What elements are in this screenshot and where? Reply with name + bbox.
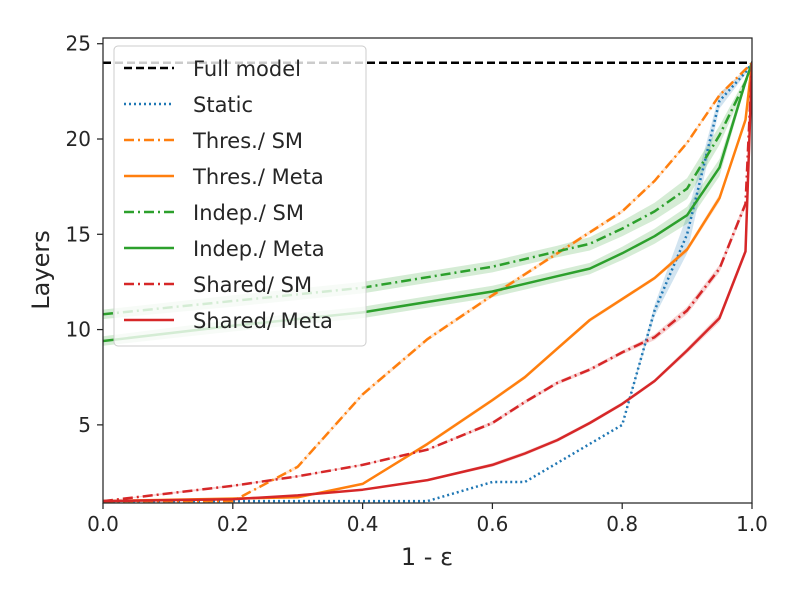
legend-label-indep-meta: Indep./ Meta	[193, 237, 325, 261]
legend-label-static: Static	[193, 93, 253, 117]
y-tick-label: 20	[66, 127, 91, 151]
x-tick-label: 0.8	[606, 512, 638, 536]
series-line-thres-sm	[103, 61, 752, 503]
y-tick-label: 15	[66, 222, 91, 246]
x-axis-label: 1 - ε	[401, 543, 453, 571]
series-line-shared-meta	[103, 62, 752, 503]
legend-label-thres-meta: Thres./ Meta	[192, 165, 324, 189]
y-tick-label: 5	[78, 413, 91, 437]
y-tick-label: 10	[66, 318, 91, 342]
y-axis-label: Layers	[27, 230, 55, 309]
plot-frame	[102, 37, 753, 504]
legend-box	[113, 45, 367, 347]
series-line-shared-sm	[103, 62, 752, 503]
x-tick-label: 0.4	[347, 512, 379, 536]
x-tick-label: 1.0	[736, 512, 768, 536]
y-tick-label: 25	[66, 32, 91, 56]
x-tick-label: 0.6	[476, 512, 508, 536]
legend: Full model Static Thres./ SM Thres./ Meta In…	[113, 45, 367, 347]
x-axis-ticks: 0.0 0.2 0.4 0.6 0.8 1.0	[87, 503, 768, 536]
y-axis-ticks: 5 10 15 20 25	[66, 32, 103, 437]
series-line-thres-meta	[103, 62, 752, 503]
x-tick-label: 0.0	[87, 512, 119, 536]
legend-label-thres-sm: Thres./ SM	[192, 129, 303, 153]
legend-label-shared-sm: Shared/ SM	[193, 273, 312, 297]
legend-label-shared-meta: Shared/ Meta	[193, 309, 333, 333]
legend-label-full-model: Full model	[193, 57, 301, 81]
x-tick-label: 0.2	[217, 512, 249, 536]
legend-label-indep-sm: Indep./ SM	[193, 201, 304, 225]
